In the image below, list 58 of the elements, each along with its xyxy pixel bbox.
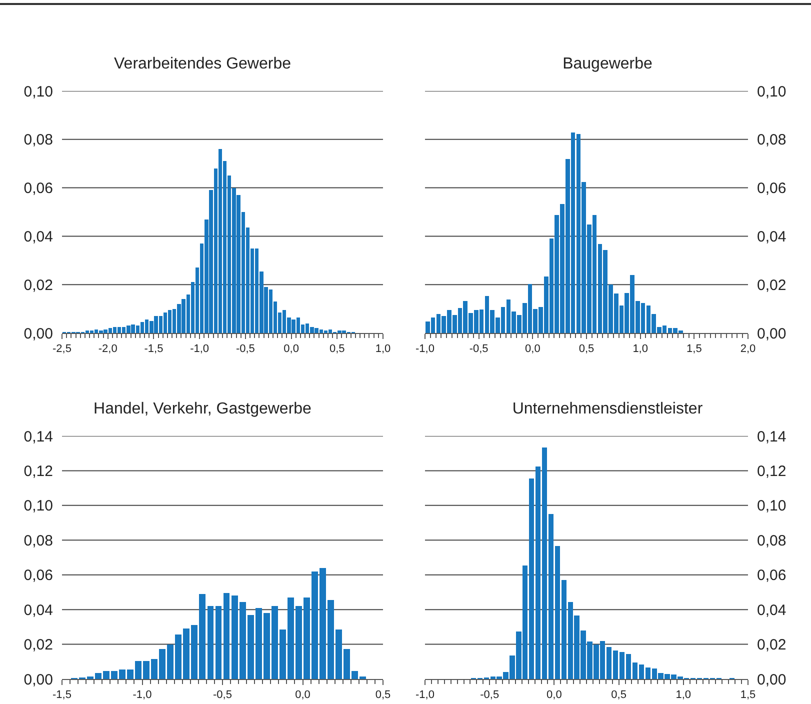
y-tick-label: 0,04	[24, 228, 53, 246]
y-tick-label: 0,02	[24, 276, 53, 294]
x-tick-label: 1,0	[375, 343, 391, 356]
y-tick-label: 0,08	[24, 132, 53, 149]
y-tick-label: 0,00	[24, 671, 53, 688]
y-tick-label: 0,10	[757, 498, 786, 515]
y-tick-label: 0,04	[24, 602, 53, 619]
x-tick-label: 1,0	[632, 343, 648, 356]
y-tick-label: 0,02	[757, 636, 786, 654]
x-tick-label: -1,0	[416, 343, 434, 356]
x-tick-label: 0,0	[546, 689, 562, 702]
x-tick-label: -1,0	[416, 689, 434, 702]
y-tick-label: 0,06	[757, 180, 786, 198]
y-tick-label: 0,02	[757, 276, 786, 294]
x-tick-label: -0,5	[469, 343, 488, 356]
chart-title: Baugewerbe	[562, 56, 653, 73]
y-tick-label: 0,08	[24, 532, 53, 550]
x-tick-label: -1,5	[52, 689, 72, 702]
y-tick-label: 0,00	[24, 325, 53, 342]
y-tick-label: 0,14	[24, 428, 53, 446]
y-tick-label: 0,06	[757, 567, 786, 584]
y-tick-label: 0,04	[757, 228, 786, 246]
y-tick-label: 0,08	[757, 532, 786, 550]
x-tick-label: 2,0	[740, 343, 756, 356]
x-tick-label: 1,5	[740, 689, 756, 702]
x-tick-label: -0,5	[213, 689, 232, 702]
x-tick-label: -0,5	[480, 689, 500, 702]
x-tick-label: -1,0	[132, 689, 152, 702]
x-tick-label: -2,5	[52, 343, 72, 356]
y-tick-label: 0,12	[757, 462, 786, 480]
x-tick-label: -1,5	[144, 343, 164, 356]
x-tick-label: 1,0	[676, 689, 692, 702]
y-tick-label: 0,02	[24, 636, 53, 654]
y-tick-label: 0,10	[757, 83, 786, 100]
y-tick-label: 0,08	[757, 132, 786, 149]
x-tick-label: 0,5	[578, 343, 594, 356]
chart-title: Handel, Verkehr, Gastgewerbe	[94, 400, 312, 418]
y-tick-label: 0,04	[757, 602, 786, 619]
x-tick-label: 0,5	[611, 689, 626, 702]
x-tick-label: -2,0	[98, 343, 118, 356]
chart-title: Unternehmensdienstleister	[512, 400, 704, 418]
y-tick-label: 0,14	[757, 428, 786, 446]
y-tick-label: 0,12	[24, 462, 53, 480]
y-tick-label: 0,10	[24, 83, 53, 100]
x-tick-label: 0,0	[295, 689, 310, 702]
x-tick-label: -0,5	[236, 343, 255, 356]
y-tick-label: 0,00	[757, 671, 786, 688]
x-tick-label: -1,0	[190, 343, 210, 356]
y-tick-label: 0,10	[24, 498, 53, 515]
x-tick-label: 0,0	[284, 343, 299, 356]
chart-title: Verarbeitendes Gewerbe	[114, 56, 292, 73]
x-tick-label: 0,5	[329, 343, 345, 356]
x-tick-label: 1,5	[686, 343, 702, 356]
x-tick-label: 0,0	[525, 343, 540, 356]
y-tick-label: 0,06	[24, 567, 53, 584]
x-tick-label: 0,5	[375, 689, 391, 702]
y-tick-label: 0,06	[24, 180, 53, 198]
y-tick-label: 0,00	[757, 325, 786, 342]
